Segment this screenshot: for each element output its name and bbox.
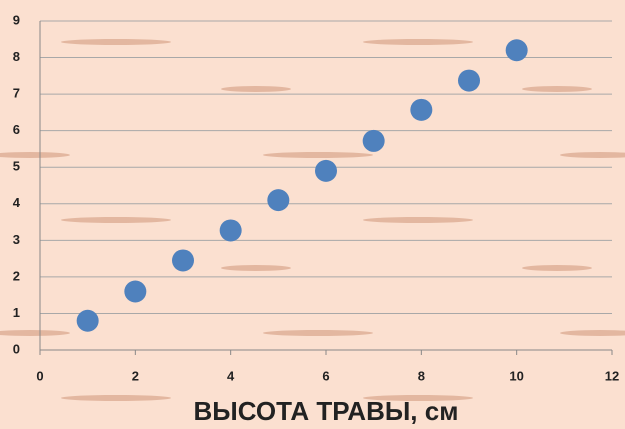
point [315,159,337,182]
x-tick-label: 6 [322,368,329,383]
x-axis-label: ВЫСОТА ТРАВЫ, см [194,396,459,426]
point [362,129,385,152]
x-tick-label: 8 [418,368,425,383]
x-tick-label: 12 [605,368,619,383]
y-tick-label: 7 [13,86,20,101]
point [76,309,99,332]
x-tick-label: 2 [132,368,139,383]
point [458,69,480,92]
x-tick-label: 10 [509,368,523,383]
y-tick-label: 6 [13,122,20,137]
point [505,39,528,62]
y-tick-label: 9 [13,12,20,27]
x-tick-label: 4 [227,368,235,383]
point [267,189,290,212]
point [219,219,242,242]
point [410,98,433,121]
y-tick-label: 1 [13,305,20,320]
y-tick-label: 5 [13,159,20,174]
decoration [0,39,625,401]
point [124,280,147,303]
point [172,249,194,272]
x-tick-label: 0 [36,368,43,383]
y-tick-label: 2 [13,268,20,283]
y-tick-label: 8 [13,49,20,64]
y-tick-label: 3 [13,232,20,247]
y-tick-label: 4 [13,195,21,210]
y-tick-label: 0 [13,341,20,356]
